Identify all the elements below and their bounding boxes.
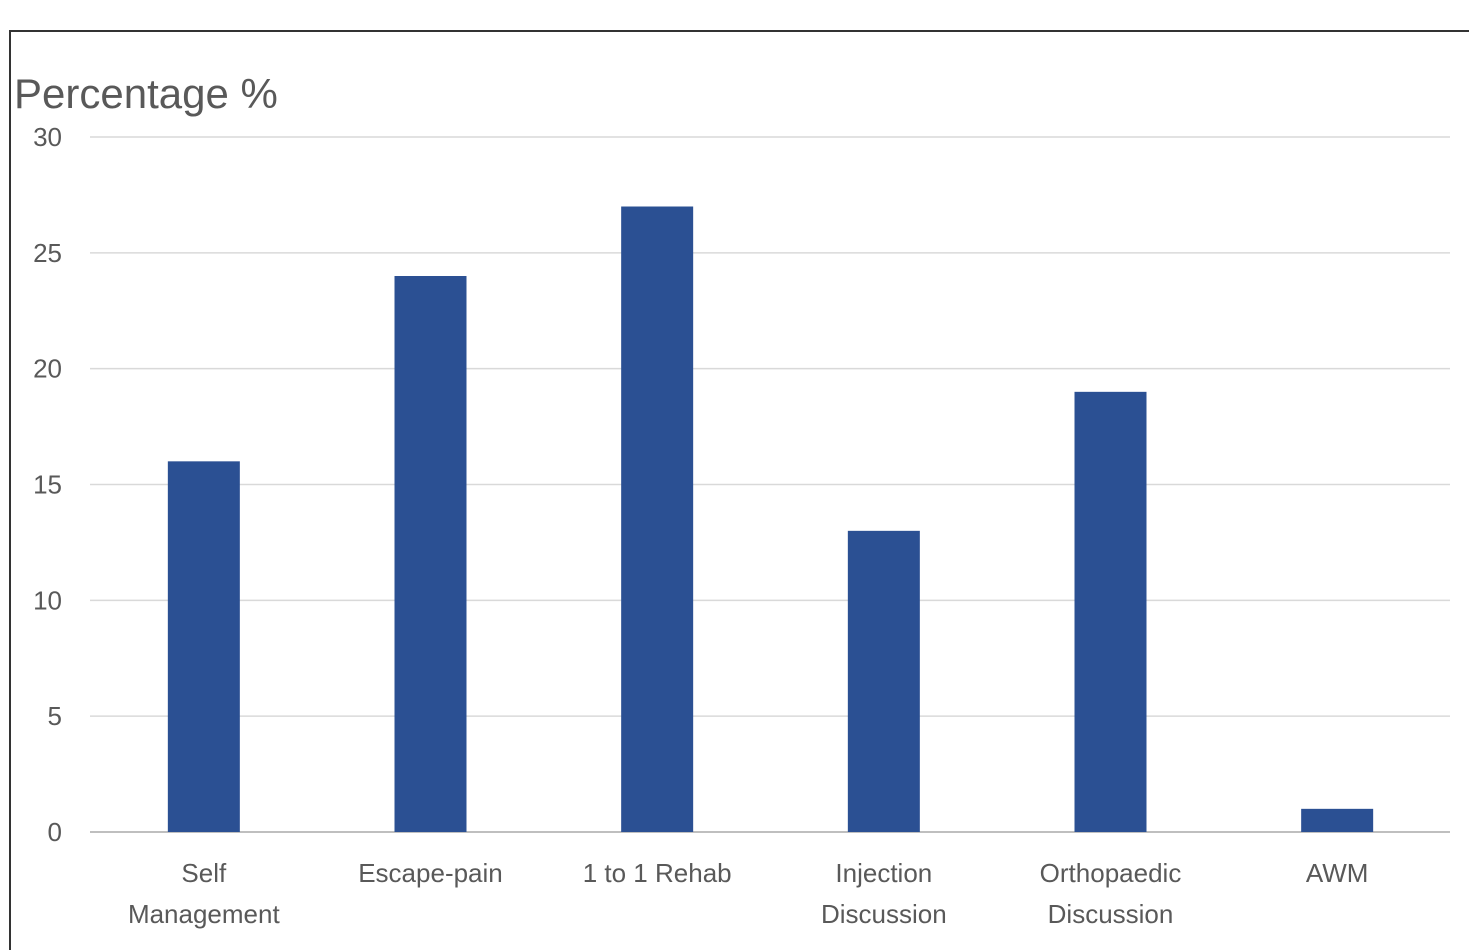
x-tick-label: Discussion [821,899,947,929]
chart-border [9,30,1469,950]
y-tick-label: 20 [33,354,62,384]
y-tick-label: 15 [33,470,62,500]
x-tick-label: Discussion [1048,899,1174,929]
bar [394,276,467,832]
x-tick-label: Orthopaedic [1040,858,1182,888]
x-axis-tick-labels: Self Management Escape-pain 1 to 1 Rehab Inj… [128,858,1369,929]
x-tick-label: Self [181,858,227,888]
bar [1301,808,1374,832]
y-tick-label: 30 [33,122,62,152]
gridlines [90,136,1450,833]
x-tick-label: AWM [1306,858,1369,888]
x-tick-label: Injection [835,858,932,888]
x-tick-label: 1 to 1 Rehab [583,858,732,888]
bar [847,530,920,832]
x-tick-label: Management [128,899,281,929]
y-tick-label: 5 [48,701,62,731]
y-tick-label: 0 [48,817,62,847]
y-axis-tick-labels: 0 5 10 15 20 25 30 [33,122,62,847]
bar [1074,391,1147,832]
bar [621,206,694,832]
bar [167,461,240,832]
bars [167,206,1374,832]
y-axis-title: Percentage % [14,70,278,117]
y-tick-label: 25 [33,238,62,268]
x-tick-label: Escape-pain [358,858,503,888]
y-tick-label: 10 [33,585,62,615]
